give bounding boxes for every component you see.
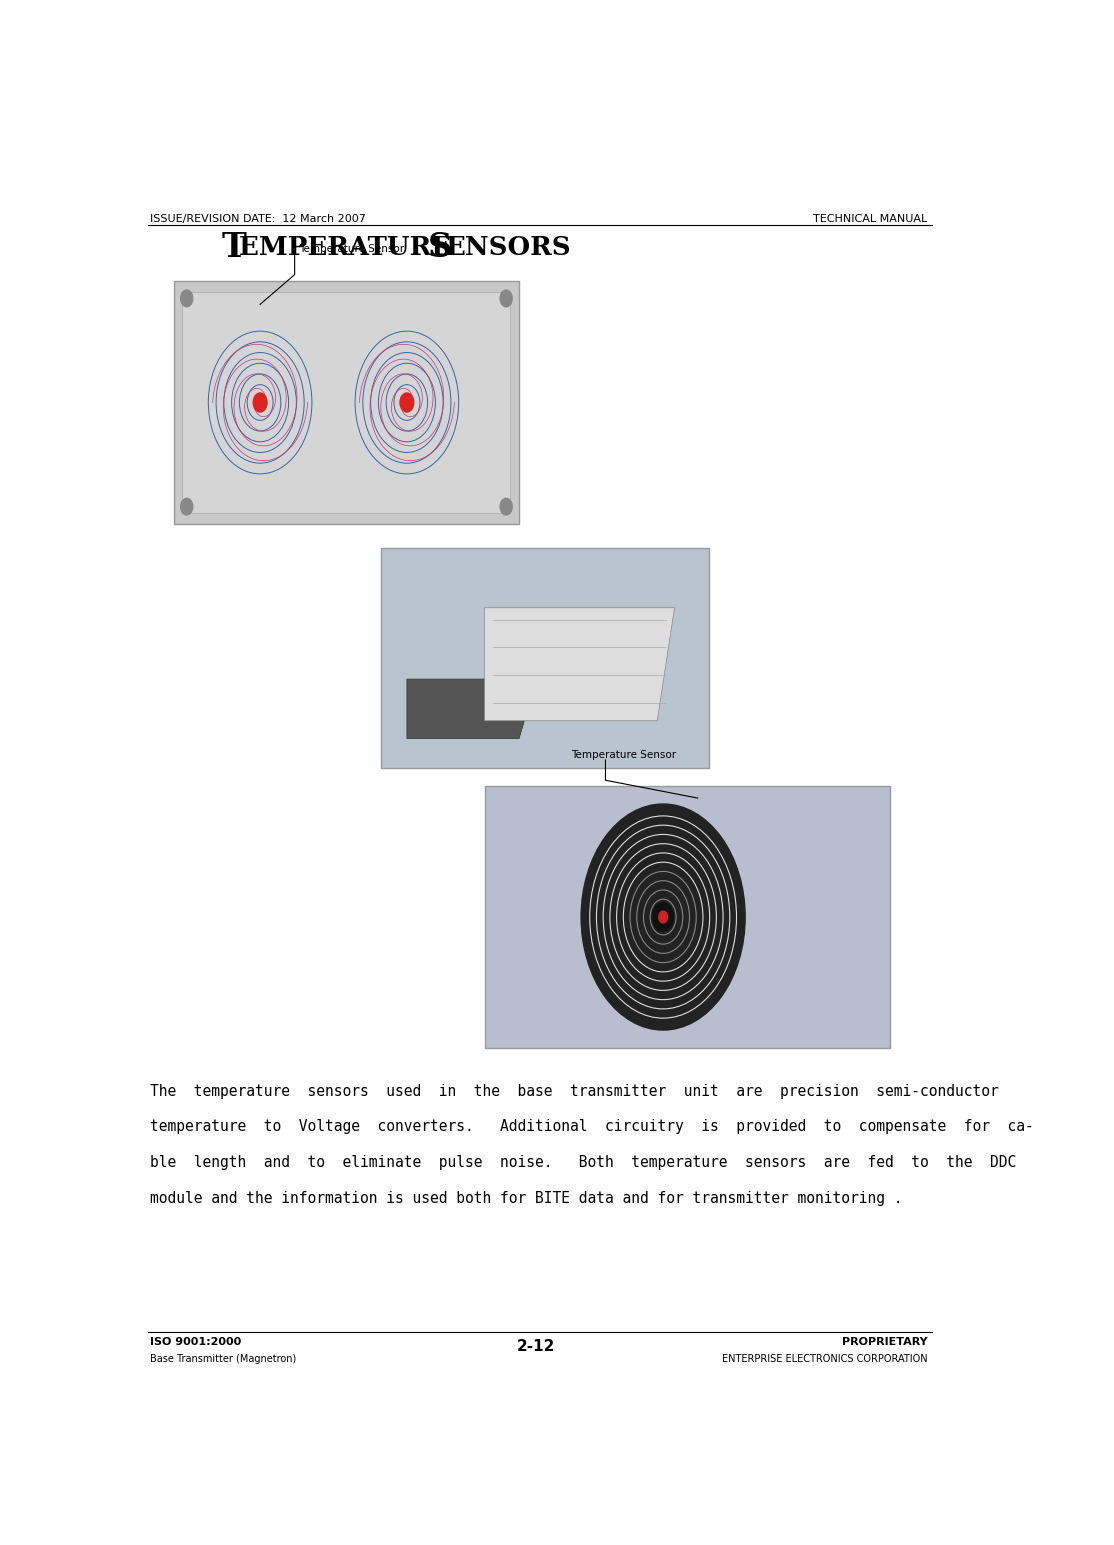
Circle shape: [180, 290, 193, 307]
Circle shape: [658, 912, 667, 922]
Text: TECHNICAL MANUAL: TECHNICAL MANUAL: [813, 213, 928, 224]
Text: S: S: [428, 230, 452, 264]
Circle shape: [400, 392, 413, 413]
Bar: [174, 281, 519, 524]
Text: ENTERPRISE ELECTRONICS CORPORATION: ENTERPRISE ELECTRONICS CORPORATION: [722, 1353, 928, 1364]
Circle shape: [253, 392, 267, 413]
Circle shape: [180, 499, 193, 514]
Text: PROPRIETARY: PROPRIETARY: [842, 1336, 928, 1347]
Text: EMPERATURE: EMPERATURE: [240, 235, 460, 260]
Bar: [485, 786, 890, 1048]
Text: Chapter 2   Base Transmitter (Magnetron): Chapter 2 Base Transmitter (Magnetron): [1067, 637, 1081, 916]
Circle shape: [500, 290, 512, 307]
Text: ble  length  and  to  eliminate  pulse  noise.   Both  temperature  sensors  are: ble length and to eliminate pulse noise.…: [149, 1156, 1016, 1170]
Text: The  temperature  sensors  used  in  the  base  transmitter  unit  are  precisio: The temperature sensors used in the base…: [149, 1083, 998, 1098]
Bar: [381, 548, 710, 768]
Text: C: C: [1067, 771, 1081, 782]
Circle shape: [500, 499, 512, 514]
Circle shape: [582, 803, 745, 1031]
Text: T: T: [222, 230, 246, 264]
Text: 2-12: 2-12: [517, 1340, 556, 1355]
Text: temperature  to  Voltage  converters.   Additional  circuitry  is  provided  to : temperature to Voltage converters. Addit…: [149, 1119, 1034, 1134]
Polygon shape: [485, 607, 675, 720]
Text: Temperature Sensor: Temperature Sensor: [299, 244, 404, 255]
Text: Temperature Sensor: Temperature Sensor: [570, 749, 676, 760]
Text: module and the information is used both for BITE data and for transmitter monito: module and the information is used both …: [149, 1191, 902, 1205]
Polygon shape: [407, 680, 537, 739]
Text: ISSUE/REVISION DATE:  12 March 2007: ISSUE/REVISION DATE: 12 March 2007: [149, 213, 365, 224]
Bar: [183, 292, 510, 513]
Text: ENSORS: ENSORS: [446, 235, 571, 260]
Circle shape: [653, 902, 674, 932]
Text: ISO 9001:2000: ISO 9001:2000: [149, 1336, 241, 1347]
Text: Base Transmitter (Magnetron): Base Transmitter (Magnetron): [149, 1353, 296, 1364]
